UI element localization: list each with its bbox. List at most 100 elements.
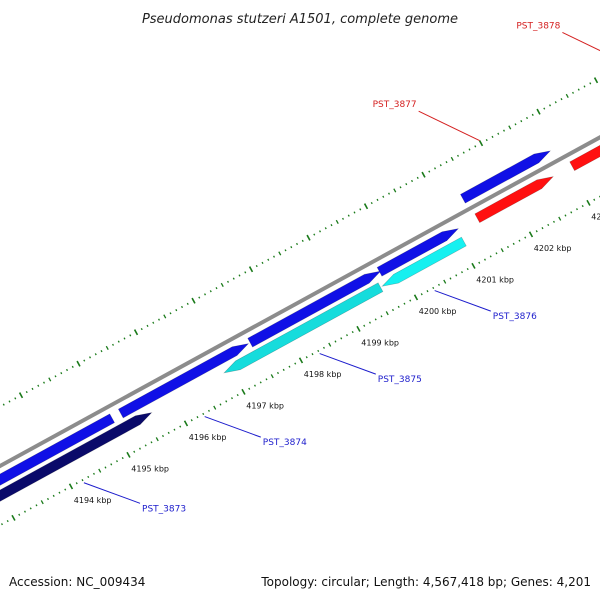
outer-tick xyxy=(284,249,287,252)
inner-tick xyxy=(575,208,578,211)
inner-tick xyxy=(161,434,164,438)
inner-tick xyxy=(558,216,562,221)
outer-tick xyxy=(347,214,350,217)
outer-tick xyxy=(191,297,196,304)
inner-tick xyxy=(317,349,320,353)
outer-tick xyxy=(169,312,172,315)
outer-tick xyxy=(273,255,276,258)
outer-tick xyxy=(71,365,74,368)
inner-tick xyxy=(40,500,44,505)
outer-tick xyxy=(290,246,293,249)
outer-tick xyxy=(497,132,500,135)
inner-tick xyxy=(449,277,452,280)
outer-tick xyxy=(278,251,282,256)
outer-tick xyxy=(76,360,81,367)
outer-tick xyxy=(457,154,460,157)
outer-tick xyxy=(25,390,28,394)
outer-tick xyxy=(31,387,34,390)
inner-tick xyxy=(581,204,584,208)
gene-label: PST_3878 xyxy=(516,21,560,31)
outer-tick xyxy=(105,345,109,351)
outer-tick xyxy=(112,343,115,346)
gene-label-leader xyxy=(434,290,491,312)
inner-tick xyxy=(420,293,423,296)
outer-tick xyxy=(434,167,437,170)
outer-tick xyxy=(531,113,534,116)
inner-tick xyxy=(241,388,246,395)
inner-tick xyxy=(340,337,343,340)
outer-tick xyxy=(94,353,97,356)
inner-tick xyxy=(230,397,233,400)
inner-tick xyxy=(535,230,538,233)
inner-tick xyxy=(115,460,118,463)
inner-tick xyxy=(207,409,210,412)
inner-tick xyxy=(225,400,228,403)
tick-label: 4200 kbp xyxy=(419,307,457,316)
gene-feature xyxy=(474,176,555,224)
accession-text: Accession: NC_009434 xyxy=(9,575,145,589)
outer-tick xyxy=(66,368,69,372)
outer-tick xyxy=(306,234,311,241)
inner-tick xyxy=(196,416,199,419)
outer-tick xyxy=(152,321,155,324)
inner-tick xyxy=(397,305,400,308)
outer-tick xyxy=(232,277,235,280)
outer-tick xyxy=(209,290,212,293)
inner-tick xyxy=(155,437,159,442)
outer-tick xyxy=(261,261,264,264)
outer-tick xyxy=(198,296,201,299)
inner-tick xyxy=(29,507,32,510)
inner-tick xyxy=(18,513,21,516)
outer-tick xyxy=(421,171,426,178)
inner-tick xyxy=(110,463,113,466)
outer-tick xyxy=(238,274,241,277)
outer-tick xyxy=(583,85,586,88)
outer-tick xyxy=(54,375,57,378)
inner-tick xyxy=(138,447,141,450)
outer-tick xyxy=(89,356,92,359)
outer-tick xyxy=(593,77,599,84)
outer-tick xyxy=(158,318,161,321)
inner-tick xyxy=(495,252,498,255)
gene-feature xyxy=(117,343,250,419)
outer-tick xyxy=(536,108,541,115)
inner-tick xyxy=(391,308,394,312)
inner-tick xyxy=(219,403,222,406)
inner-tick xyxy=(500,248,504,253)
inner-tick xyxy=(121,456,124,460)
inner-tick xyxy=(311,353,314,356)
outer-tick xyxy=(244,271,247,274)
outer-tick xyxy=(520,120,523,123)
outer-tick xyxy=(146,324,149,327)
inner-tick xyxy=(173,428,176,431)
inner-tick xyxy=(183,420,189,427)
tick-label: 4198 kbp xyxy=(304,370,342,379)
gene-label-leader xyxy=(562,32,600,52)
inner-tick xyxy=(593,198,596,201)
outer-tick xyxy=(478,140,484,147)
outer-tick xyxy=(363,203,369,210)
inner-tick xyxy=(385,311,389,316)
gene-labels: PST_3880PST_3879PST_3878PST_3877PST_3876… xyxy=(83,21,600,514)
outer-tick xyxy=(474,145,477,148)
inner-tick xyxy=(528,231,534,238)
inner-tick xyxy=(126,451,131,458)
gene-label: PST_3877 xyxy=(373,100,417,110)
inner-tick xyxy=(455,274,458,277)
inner-tick xyxy=(11,514,16,521)
gene-label: PST_3873 xyxy=(142,504,186,514)
outer-tick xyxy=(554,101,557,104)
outer-tick xyxy=(416,176,419,179)
inner-tick xyxy=(356,325,361,332)
inner-tick xyxy=(144,444,147,447)
gene-feature xyxy=(381,236,467,287)
outer-tick xyxy=(319,230,322,233)
gene-feature xyxy=(0,412,153,502)
outer-tick xyxy=(491,135,494,138)
gene-feature xyxy=(569,144,600,172)
inner-tick xyxy=(489,255,492,258)
outer-tick xyxy=(220,282,224,288)
inner-tick xyxy=(248,387,251,390)
inner-tick xyxy=(179,425,182,428)
